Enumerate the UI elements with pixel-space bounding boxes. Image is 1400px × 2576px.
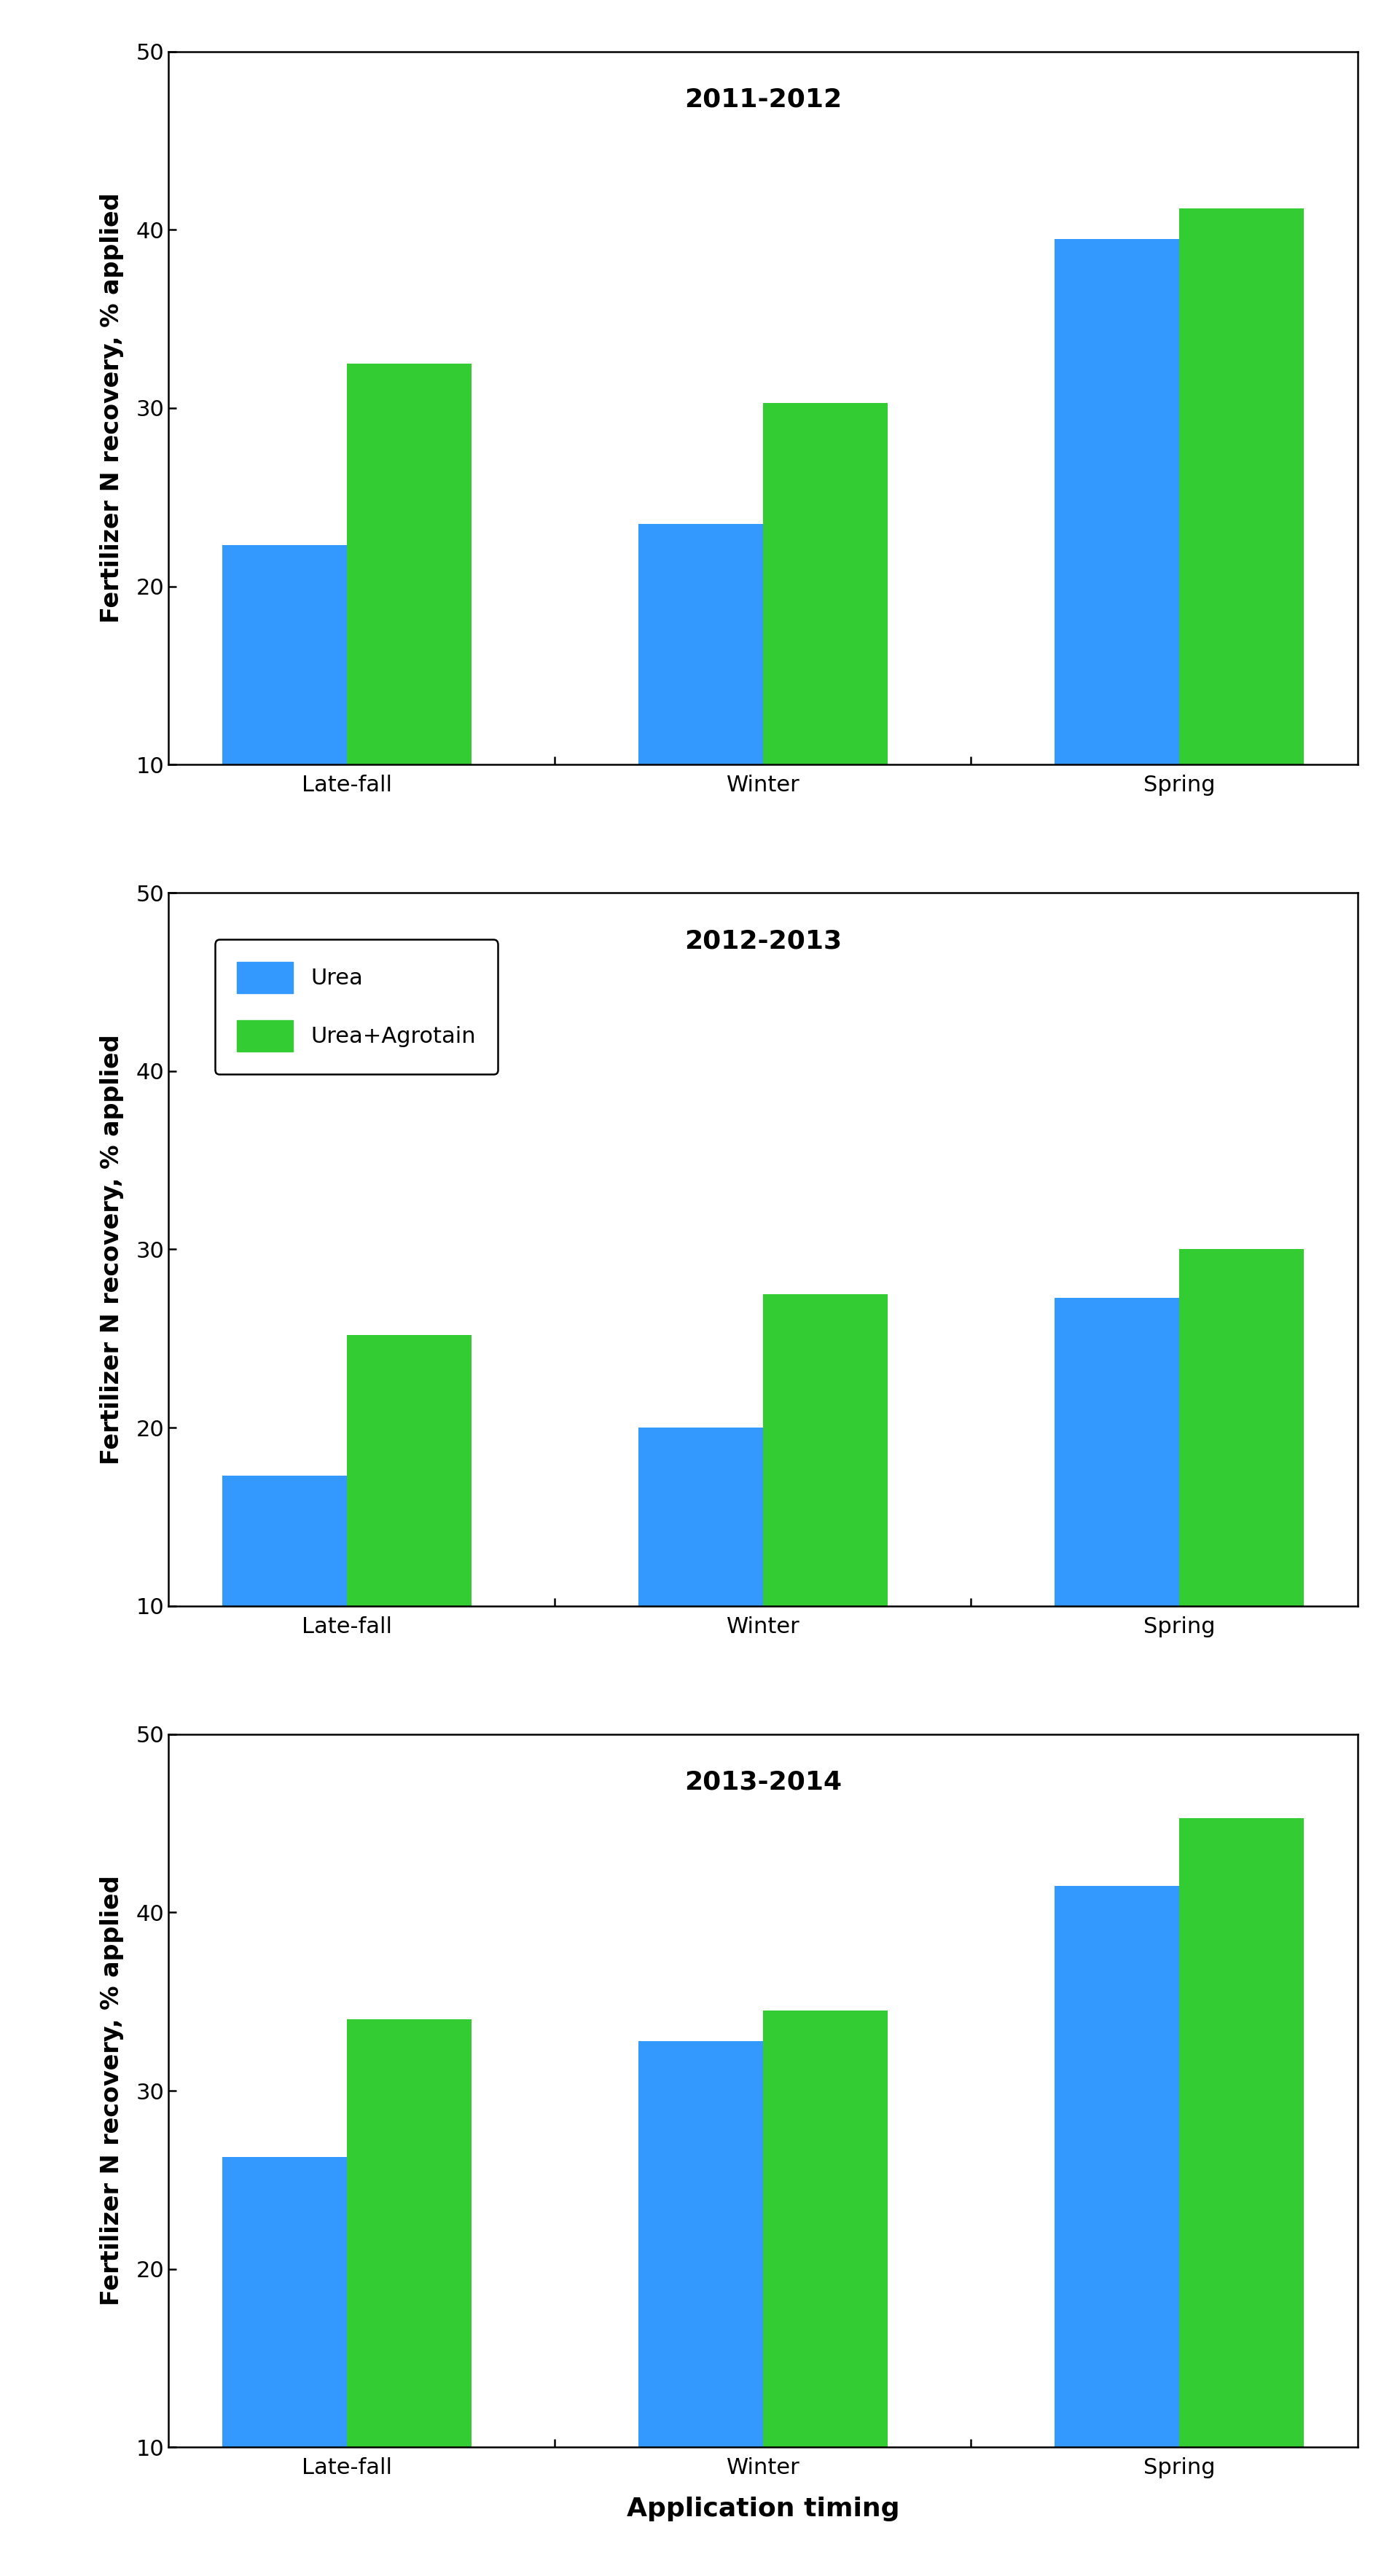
- Y-axis label: Fertilizer N recovery, % applied: Fertilizer N recovery, % applied: [99, 1875, 125, 2306]
- Bar: [1054, 1886, 1179, 2576]
- Bar: [223, 1476, 347, 1785]
- Bar: [638, 1427, 763, 1785]
- Legend: Urea, Urea+Agrotain: Urea, Urea+Agrotain: [214, 940, 498, 1074]
- Bar: [1054, 1298, 1179, 1785]
- Bar: [1054, 240, 1179, 943]
- Bar: [347, 363, 472, 943]
- X-axis label: Application timing: Application timing: [627, 2496, 899, 2522]
- Bar: [1179, 209, 1303, 943]
- Bar: [763, 402, 888, 943]
- Bar: [223, 546, 347, 943]
- Text: 2012-2013: 2012-2013: [685, 927, 841, 953]
- Bar: [347, 2020, 472, 2576]
- Bar: [223, 2156, 347, 2576]
- Bar: [347, 1334, 472, 1785]
- Text: 2011-2012: 2011-2012: [685, 88, 841, 111]
- Bar: [763, 1293, 888, 1785]
- Bar: [763, 2009, 888, 2576]
- Text: 2013-2014: 2013-2014: [685, 1770, 841, 1795]
- Y-axis label: Fertilizer N recovery, % applied: Fertilizer N recovery, % applied: [99, 1033, 125, 1466]
- Bar: [1179, 1249, 1303, 1785]
- Bar: [638, 2040, 763, 2576]
- Bar: [1179, 1819, 1303, 2576]
- Bar: [638, 523, 763, 943]
- Y-axis label: Fertilizer N recovery, % applied: Fertilizer N recovery, % applied: [99, 193, 125, 623]
